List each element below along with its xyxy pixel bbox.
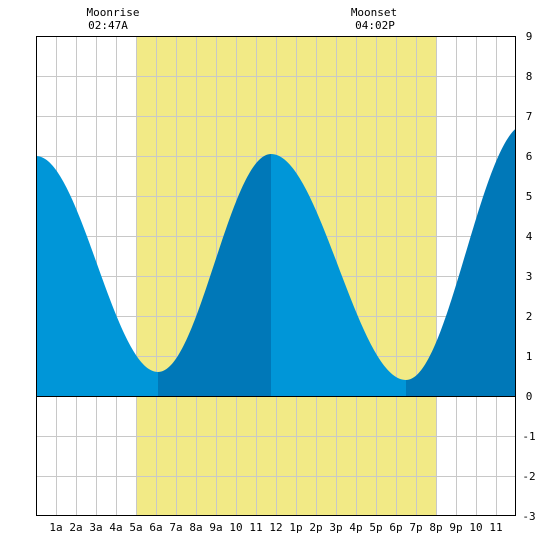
y-tick-label: 8 (526, 70, 533, 83)
y-tick-label: 1 (526, 350, 533, 363)
x-tick-label: 3p (329, 521, 342, 534)
x-tick-label: 10 (229, 521, 242, 534)
moonset-title: Moonset (351, 6, 397, 19)
x-tick-label: 7p (409, 521, 422, 534)
y-tick-label: 9 (526, 30, 533, 43)
x-tick-label: 3a (89, 521, 102, 534)
x-tick-label: 6p (389, 521, 402, 534)
moonrise-time: 02:47A (88, 19, 128, 32)
tide-area-rising (158, 154, 271, 396)
y-tick-label: 4 (526, 230, 533, 243)
y-tick-label: 7 (526, 110, 533, 123)
y-tick-label: 2 (526, 310, 533, 323)
plot-border (36, 36, 516, 516)
x-tick-label: 10 (469, 521, 482, 534)
x-tick-label: 4p (349, 521, 362, 534)
x-tick-label: 6a (149, 521, 162, 534)
y-tick-label: -2 (522, 470, 535, 483)
x-tick-label: 5p (369, 521, 382, 534)
y-tick-label: 3 (526, 270, 533, 283)
x-tick-label: 8p (429, 521, 442, 534)
tide-area-rising (406, 128, 516, 397)
x-tick-label: 12 (269, 521, 282, 534)
x-tick-label: 9a (209, 521, 222, 534)
x-tick-label: 9p (449, 521, 462, 534)
x-tick-label: 2a (69, 521, 82, 534)
x-tick-labels: 1a 2a 3a 4a 5a 6a 7a 8a 9a 10 11 12 1p 2p 3p 4p 5p 6p 7p 8p… (49, 521, 502, 534)
y-tick-labels: -3 -2 -1 0 1 2 3 4 5 6 7 8 9 (522, 30, 535, 523)
x-tick-label: 4a (109, 521, 122, 534)
x-tick-label: 11 (489, 521, 502, 534)
tide-area-falling (36, 156, 158, 396)
y-tick-label: 0 (526, 390, 533, 403)
y-tick-label: 5 (526, 190, 533, 203)
x-tick-label: 8a (189, 521, 202, 534)
tide-area-layer (36, 128, 516, 397)
x-tick-label: 5a (129, 521, 142, 534)
x-tick-label: 7a (169, 521, 182, 534)
tide-area-falling (271, 154, 406, 396)
moonset-time: 04:02P (355, 19, 395, 32)
x-tick-label: 2p (309, 521, 322, 534)
moonrise-title: Moonrise (87, 6, 140, 19)
plot-border-layer (36, 36, 516, 516)
x-tick-label: 11 (249, 521, 262, 534)
x-tick-label: 1p (289, 521, 302, 534)
y-tick-label: -3 (522, 510, 535, 523)
x-tick-label: 1a (49, 521, 62, 534)
y-tick-label: 6 (526, 150, 533, 163)
y-tick-label: -1 (522, 430, 535, 443)
